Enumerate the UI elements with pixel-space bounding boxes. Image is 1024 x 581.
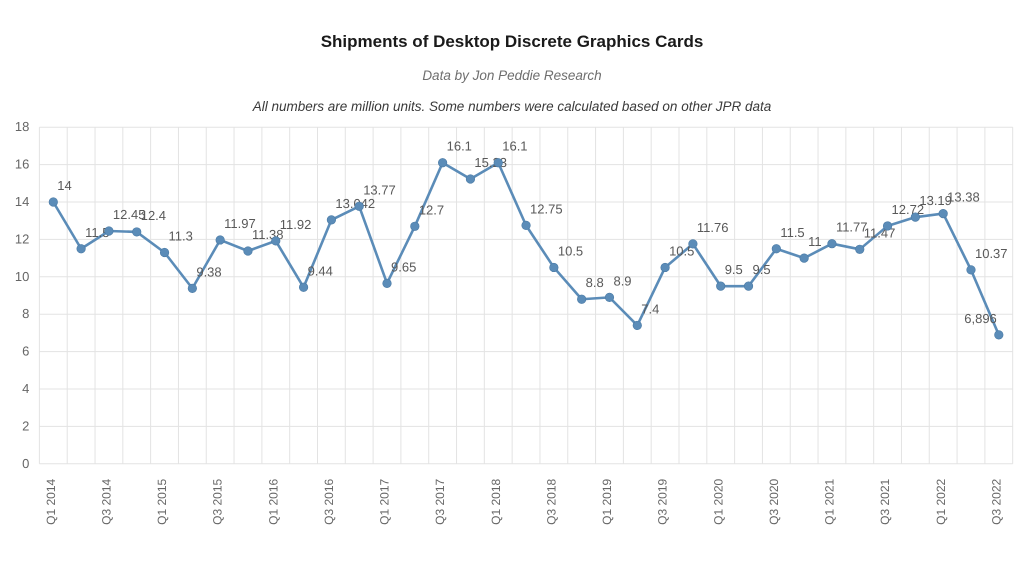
svg-text:Q3 2021: Q3 2021	[878, 478, 892, 524]
svg-text:18: 18	[15, 119, 29, 134]
svg-text:9.5: 9.5	[753, 262, 771, 277]
svg-text:Q3 2016: Q3 2016	[322, 478, 336, 524]
svg-text:0: 0	[22, 456, 29, 471]
svg-text:13.38: 13.38	[947, 190, 980, 205]
svg-text:Q1 2017: Q1 2017	[378, 478, 392, 524]
svg-text:Q1 2016: Q1 2016	[266, 478, 280, 524]
svg-text:Q1 2018: Q1 2018	[489, 478, 503, 524]
svg-text:16.1: 16.1	[447, 139, 472, 154]
svg-text:7.4: 7.4	[641, 301, 659, 316]
svg-text:4: 4	[22, 381, 29, 396]
svg-text:12.7: 12.7	[419, 202, 444, 217]
svg-text:9.5: 9.5	[725, 262, 743, 277]
svg-text:8.8: 8.8	[586, 275, 604, 290]
svg-text:Q1 2019: Q1 2019	[600, 478, 614, 524]
svg-text:9.38: 9.38	[196, 264, 221, 279]
svg-text:16.1: 16.1	[502, 139, 527, 154]
svg-text:9.65: 9.65	[391, 259, 416, 274]
svg-text:10: 10	[15, 269, 29, 284]
svg-text:10.5: 10.5	[558, 243, 583, 258]
svg-text:14: 14	[57, 178, 71, 193]
svg-text:10.37: 10.37	[975, 246, 1008, 261]
svg-text:Q3 2014: Q3 2014	[100, 478, 114, 524]
svg-text:Q1 2021: Q1 2021	[823, 478, 837, 524]
svg-text:12.4: 12.4	[141, 208, 166, 223]
svg-text:13.77: 13.77	[363, 182, 396, 197]
svg-text:12.75: 12.75	[530, 201, 563, 216]
svg-text:Q3 2022: Q3 2022	[989, 478, 1003, 524]
svg-text:Q1 2022: Q1 2022	[934, 478, 948, 524]
svg-text:Q3 2015: Q3 2015	[211, 478, 225, 524]
svg-text:Q3 2019: Q3 2019	[656, 478, 670, 524]
svg-text:8.9: 8.9	[613, 273, 631, 288]
svg-text:2: 2	[22, 418, 29, 433]
svg-text:Q3 2017: Q3 2017	[433, 478, 447, 524]
svg-text:11.92: 11.92	[280, 217, 312, 232]
svg-text:Q3 2018: Q3 2018	[544, 478, 558, 524]
svg-text:11.5: 11.5	[780, 225, 804, 240]
svg-text:9.44: 9.44	[308, 263, 333, 278]
svg-text:Q1 2014: Q1 2014	[44, 478, 58, 524]
svg-text:8: 8	[22, 306, 29, 321]
svg-text:12: 12	[15, 231, 29, 246]
svg-text:11: 11	[808, 234, 822, 249]
svg-text:11.76: 11.76	[697, 220, 729, 235]
svg-text:14: 14	[15, 194, 29, 209]
svg-text:Q1 2015: Q1 2015	[155, 478, 169, 524]
svg-text:Q3 2020: Q3 2020	[767, 478, 781, 524]
svg-text:6,896: 6,896	[964, 311, 997, 326]
svg-text:6: 6	[22, 344, 29, 359]
svg-text:11.3: 11.3	[169, 228, 193, 243]
svg-text:Q1 2020: Q1 2020	[711, 478, 725, 524]
svg-text:16: 16	[15, 157, 29, 172]
